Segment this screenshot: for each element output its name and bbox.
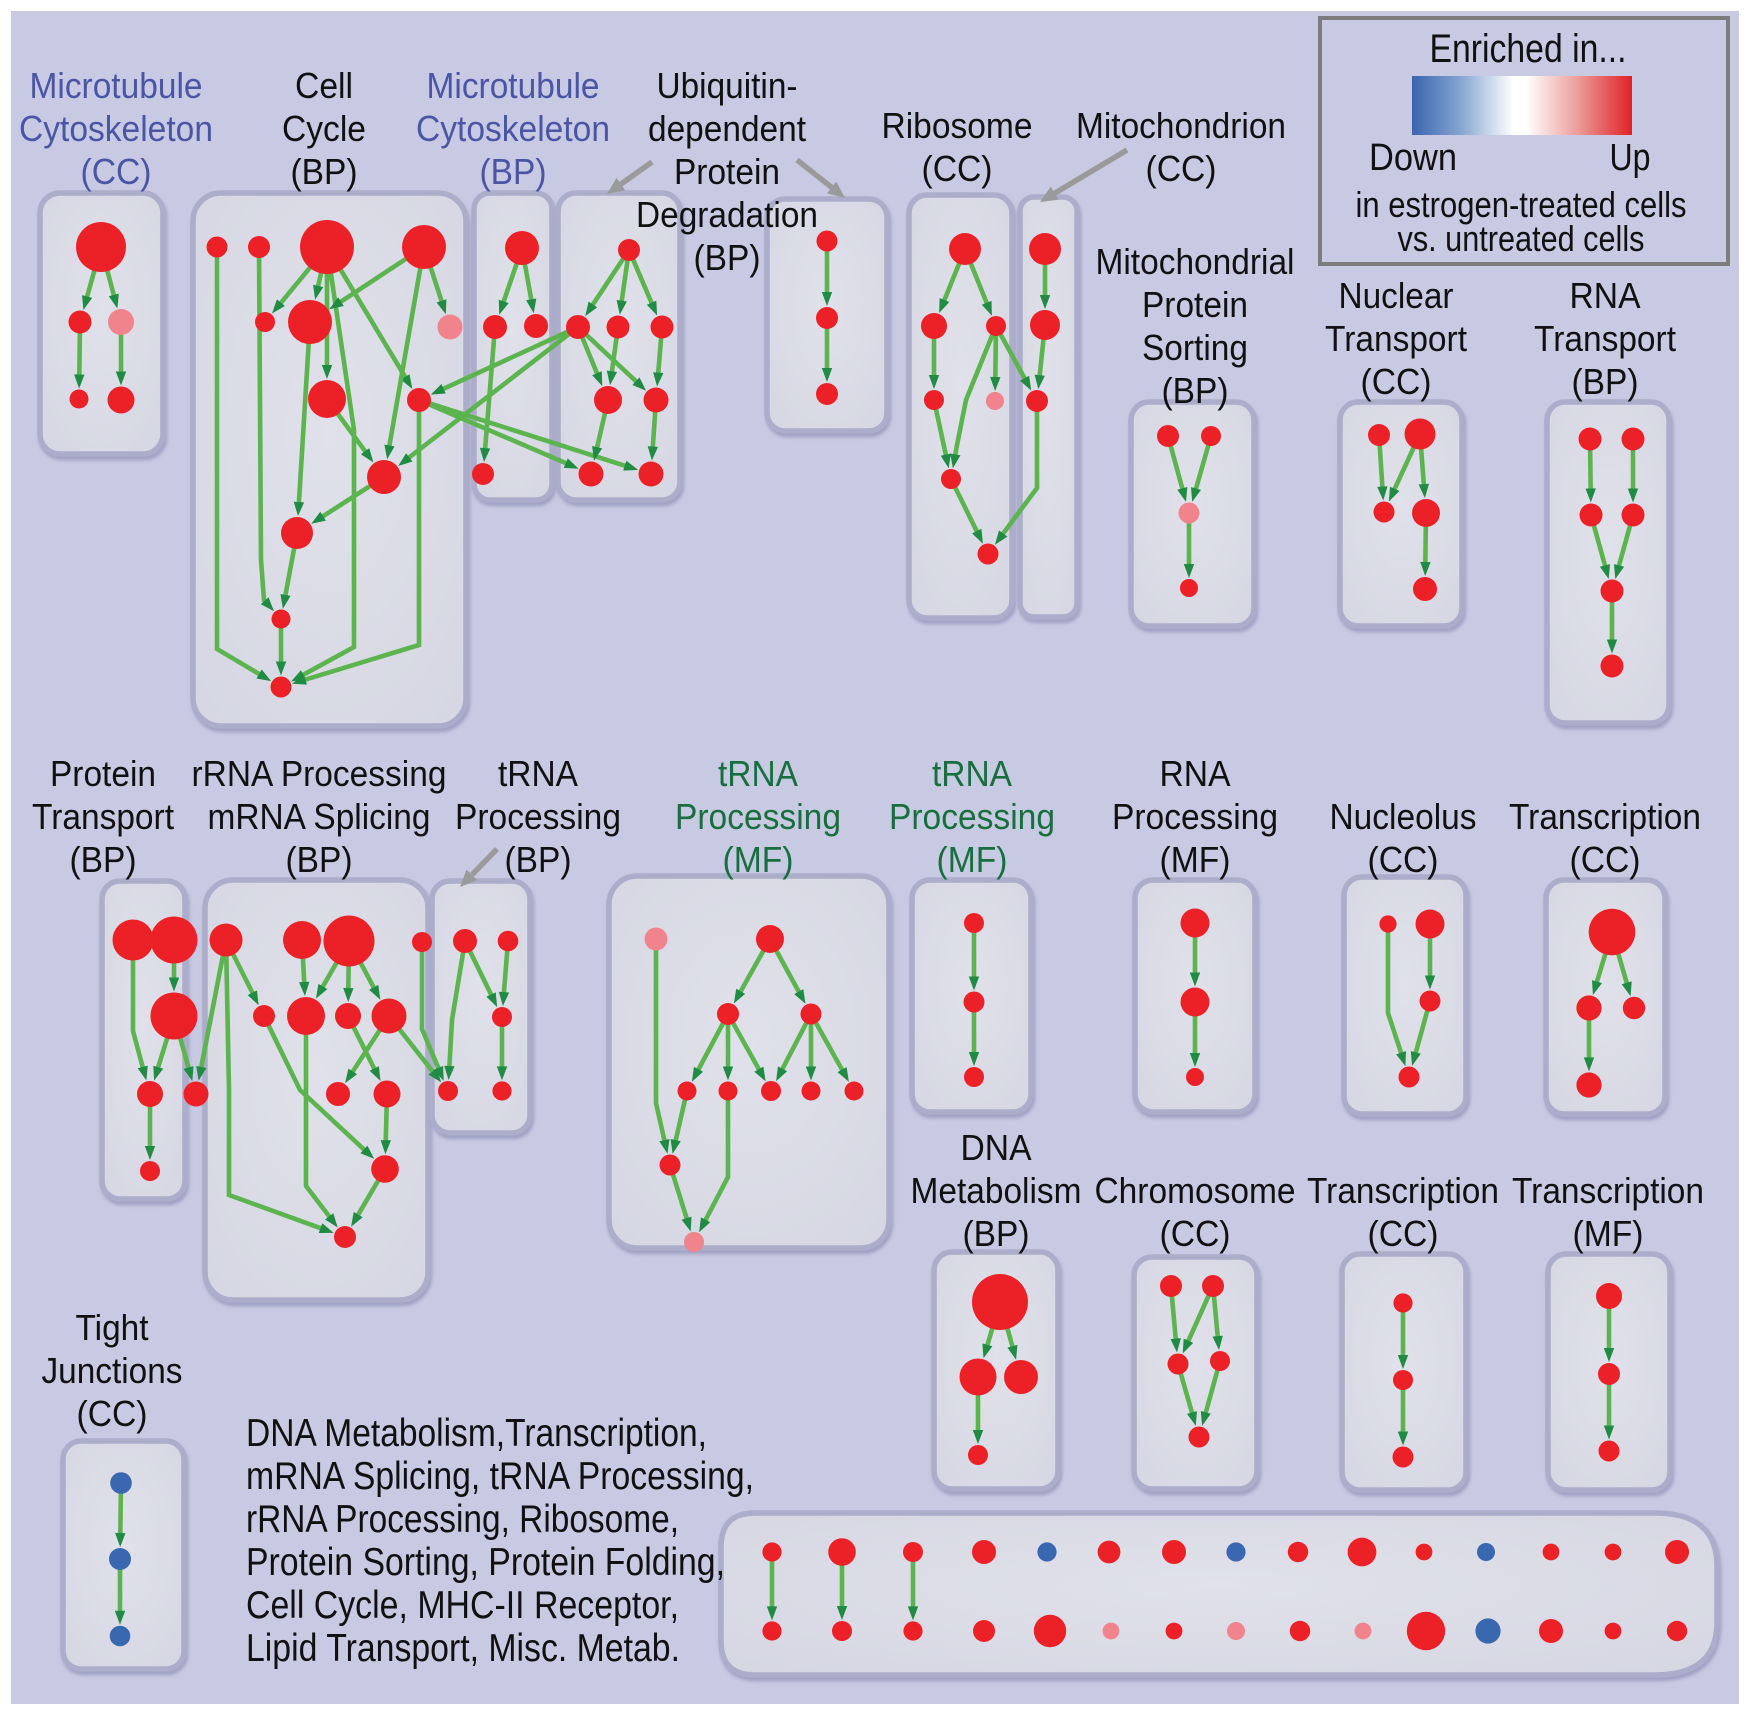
svg-text:(BP): (BP) [70,839,137,880]
svg-text:rRNA Processing: rRNA Processing [192,753,447,794]
svg-text:Lipid Transport, Misc. Metab.: Lipid Transport, Misc. Metab. [246,1627,680,1670]
svg-text:Transport: Transport [1325,318,1467,359]
svg-text:rRNA Processing, Ribosome,: rRNA Processing, Ribosome, [246,1498,679,1541]
svg-text:Mitochondrion: Mitochondrion [1076,105,1286,146]
svg-text:Tight: Tight [76,1307,149,1348]
svg-text:RNA: RNA [1570,275,1641,316]
svg-text:dependent: dependent [648,108,806,149]
svg-text:Transport: Transport [1534,318,1676,359]
svg-text:Cycle: Cycle [282,108,366,149]
svg-text:(CC): (CC) [922,148,993,189]
svg-text:Cytoskeleton: Cytoskeleton [19,108,213,149]
svg-text:Protein: Protein [50,753,156,794]
svg-text:mRNA Splicing: mRNA Splicing [208,796,431,837]
svg-text:Microtubule: Microtubule [427,65,600,106]
svg-text:Degradation: Degradation [636,194,818,235]
svg-text:(BP): (BP) [963,1213,1030,1254]
svg-text:Processing: Processing [675,796,841,837]
svg-text:(MF): (MF) [1160,839,1231,880]
svg-text:(BP): (BP) [480,151,547,192]
svg-text:Chromosome: Chromosome [1095,1170,1296,1211]
svg-text:DNA: DNA [961,1127,1032,1168]
svg-text:Protein: Protein [1142,284,1248,325]
svg-text:(CC): (CC) [1146,148,1217,189]
svg-text:Nucleolus: Nucleolus [1330,796,1477,837]
svg-text:Junctions: Junctions [42,1350,183,1391]
svg-text:(CC): (CC) [1368,1213,1439,1254]
svg-text:tRNA: tRNA [932,753,1012,794]
svg-text:Processing: Processing [455,796,621,837]
svg-text:(MF): (MF) [937,839,1008,880]
svg-text:(BP): (BP) [1162,370,1229,411]
svg-text:DNA Metabolism,Transcription,: DNA Metabolism,Transcription, [246,1412,707,1455]
svg-text:Sorting: Sorting [1142,327,1248,368]
svg-text:Up: Up [1610,137,1651,179]
svg-text:Protein Sorting, Protein Foldi: Protein Sorting, Protein Folding, [246,1541,725,1584]
svg-text:(CC): (CC) [1160,1213,1231,1254]
svg-text:(BP): (BP) [286,839,353,880]
svg-text:(CC): (CC) [77,1393,148,1434]
svg-text:Transport: Transport [32,796,174,837]
svg-text:Down: Down [1369,137,1457,179]
svg-text:tRNA: tRNA [498,753,578,794]
svg-text:Processing: Processing [889,796,1055,837]
svg-text:Transcription: Transcription [1512,1170,1704,1211]
svg-text:(CC): (CC) [1361,361,1432,402]
svg-text:(MF): (MF) [723,839,794,880]
svg-text:Mitochondrial: Mitochondrial [1096,241,1295,282]
svg-text:Processing: Processing [1112,796,1278,837]
svg-text:Ubiquitin-: Ubiquitin- [657,65,798,106]
svg-text:Ribosome: Ribosome [882,105,1033,146]
svg-text:Enriched in...: Enriched in... [1430,27,1627,71]
svg-text:Cell: Cell [295,65,353,106]
svg-text:(CC): (CC) [1368,839,1439,880]
svg-text:vs. untreated cells: vs. untreated cells [1398,218,1645,259]
svg-text:(CC): (CC) [81,151,152,192]
svg-text:(BP): (BP) [291,151,358,192]
svg-text:(CC): (CC) [1570,839,1641,880]
svg-text:(BP): (BP) [694,237,761,278]
svg-text:(BP): (BP) [505,839,572,880]
svg-text:Protein: Protein [674,151,780,192]
svg-text:(BP): (BP) [1572,361,1639,402]
svg-text:Metabolism: Metabolism [911,1170,1082,1211]
svg-text:Cell Cycle, MHC-II Receptor,: Cell Cycle, MHC-II Receptor, [246,1584,679,1627]
svg-text:Microtubule: Microtubule [30,65,203,106]
svg-text:Nuclear: Nuclear [1339,275,1454,316]
svg-text:Transcription: Transcription [1307,1170,1499,1211]
svg-text:tRNA: tRNA [718,753,798,794]
svg-text:in estrogen-treated cells: in estrogen-treated cells [1356,184,1687,225]
svg-text:RNA: RNA [1160,753,1231,794]
svg-text:Cytoskeleton: Cytoskeleton [416,108,610,149]
svg-text:(MF): (MF) [1573,1213,1644,1254]
svg-text:mRNA Splicing, tRNA Processing: mRNA Splicing, tRNA Processing, [246,1455,754,1498]
svg-text:Transcription: Transcription [1509,796,1701,837]
